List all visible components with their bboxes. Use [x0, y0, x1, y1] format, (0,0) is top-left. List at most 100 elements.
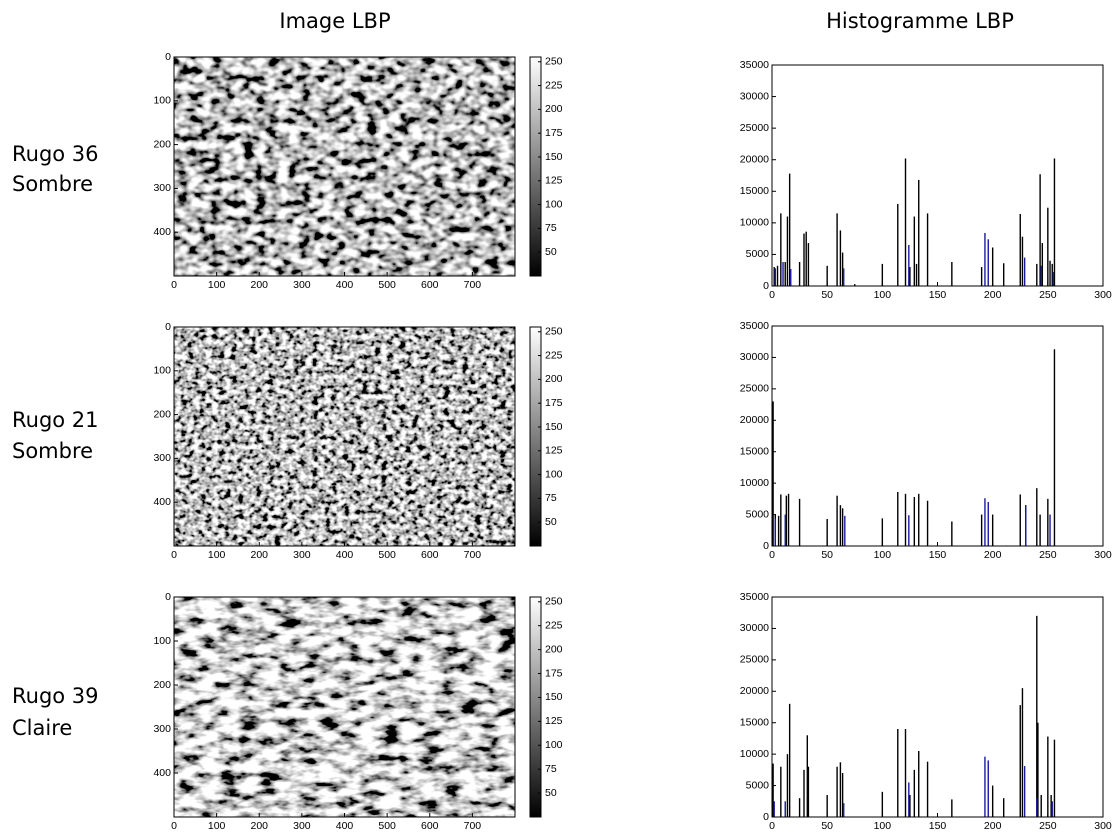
histogram-bar [826, 265, 828, 286]
y-tick-label: 25000 [740, 383, 769, 395]
histogram-bar [1050, 795, 1052, 817]
x-tick-label: 100 [874, 549, 892, 561]
histogram-bar [782, 262, 784, 286]
histogram-bar [786, 754, 789, 817]
histogram-bar [1023, 766, 1026, 817]
y-tick-label: 30000 [740, 622, 769, 634]
histogram-bar [980, 267, 983, 286]
histogram-bar [784, 262, 786, 286]
histogram-bar [991, 247, 994, 286]
histogram-bar [773, 801, 775, 817]
histogram-bar [1052, 272, 1055, 286]
histogram-bar [918, 751, 920, 817]
y-tick-label: 0 [165, 51, 171, 63]
y-tick-label: 10000 [740, 217, 769, 229]
histogram-bar [836, 213, 838, 286]
histogram-bar [926, 213, 929, 286]
colorbar-tick-label: 75 [545, 492, 557, 504]
colorbar-tick-label: 250 [545, 56, 563, 68]
colorbar-tick-label: 200 [545, 103, 563, 115]
histogram-bar [1037, 722, 1039, 817]
histogram-bar [1053, 349, 1056, 546]
histogram-bar [798, 498, 801, 546]
column-title: Histogramme LBP [826, 9, 1014, 33]
y-tick-label: 0 [763, 540, 769, 552]
y-tick-label: 400 [153, 496, 171, 508]
histogram-bar [1019, 214, 1021, 286]
x-tick-label: 50 [821, 289, 833, 301]
histogram-bar [839, 762, 842, 817]
colorbar-tick-label: 75 [545, 222, 557, 234]
x-tick-label: 0 [171, 279, 177, 291]
y-tick-label: 30000 [740, 351, 769, 363]
histogram-bar [780, 494, 782, 546]
histogram-bar [1003, 798, 1005, 817]
histogram-bar [780, 213, 782, 286]
histogram-bar [1041, 243, 1044, 286]
histogram-bar [909, 795, 911, 817]
y-tick-label: 30000 [740, 90, 769, 102]
colorbar-tick-label: 100 [545, 198, 563, 210]
histogram-bar [881, 518, 884, 546]
x-tick-label: 0 [769, 549, 775, 561]
histogram-bar [841, 252, 844, 286]
colorbar-tick-label: 175 [545, 667, 563, 679]
histogram-bar [991, 785, 994, 817]
histogram-bar [1047, 736, 1049, 817]
histogram-bar [773, 267, 775, 286]
histogram-bar [1019, 494, 1021, 546]
colorbar [529, 596, 542, 818]
histogram-bar [784, 514, 786, 546]
histogram-bar [915, 263, 918, 286]
histogram-bar [772, 401, 774, 546]
y-tick-label: 20000 [740, 153, 769, 165]
histogram-bar [807, 766, 810, 817]
histogram-bar [904, 493, 907, 546]
histogram-bar [841, 508, 844, 546]
colorbar-tick-label: 250 [545, 596, 563, 608]
x-tick-label: 0 [769, 820, 775, 832]
y-tick-label: 20000 [740, 414, 769, 426]
histogram-bar [844, 515, 846, 546]
histogram-bar [1019, 705, 1021, 817]
x-tick-label: 0 [769, 289, 775, 301]
histogram-bar [1047, 498, 1049, 546]
x-tick-label: 600 [421, 279, 439, 291]
histogram-bar [839, 505, 842, 546]
histogram-bar [788, 173, 791, 286]
histogram-bar [826, 518, 828, 546]
row-label: Claire [12, 716, 72, 740]
colorbar-tick-label: 100 [545, 739, 563, 751]
histogram-bar [897, 491, 899, 546]
histogram-bar [987, 760, 989, 817]
x-tick-label: 500 [378, 279, 396, 291]
histogram-bar [807, 243, 810, 286]
y-tick-label: 0 [763, 280, 769, 292]
histogram-bar [841, 773, 844, 817]
colorbar-tick-label: 125 [545, 175, 563, 187]
histogram-bar [984, 498, 986, 546]
histogram-bar [798, 262, 801, 286]
histogram-bar [780, 766, 782, 817]
y-tick-label: 400 [153, 767, 171, 779]
histogram-bar [881, 791, 884, 817]
x-tick-label: 400 [336, 549, 354, 561]
histogram-bar [904, 729, 907, 817]
histogram-bar [987, 502, 989, 546]
x-tick-label: 600 [421, 549, 439, 561]
row-label: Sombre [12, 439, 93, 463]
axes-frame [173, 56, 516, 277]
histogram-bar [805, 231, 807, 286]
x-tick-label: 400 [336, 820, 354, 832]
histogram-bar [788, 703, 791, 817]
histogram-bar [839, 230, 842, 286]
histogram-bar [785, 495, 788, 546]
colorbar-tick-label: 175 [545, 397, 563, 409]
histogram-bar [951, 262, 953, 286]
histogram-bar [1036, 798, 1038, 817]
histogram-bar [908, 244, 910, 286]
y-tick-label: 0 [763, 811, 769, 823]
x-tick-label: 100 [208, 820, 226, 832]
axes-frame [771, 325, 1104, 547]
colorbar-tick-label: 250 [545, 326, 563, 338]
